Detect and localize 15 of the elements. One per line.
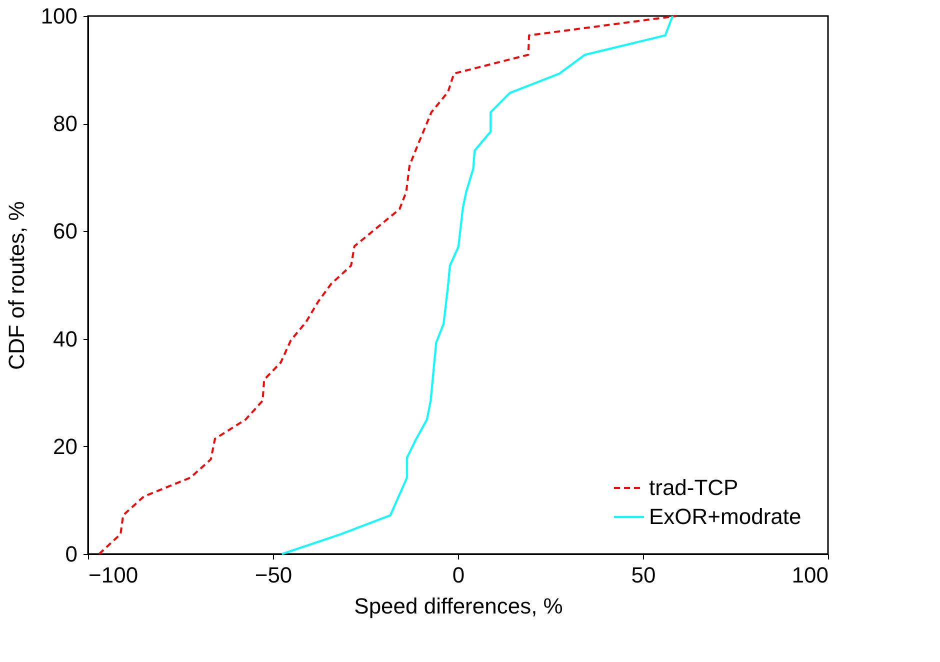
x-tick-label: 50	[631, 562, 656, 588]
x-tick-label: 100	[792, 562, 828, 588]
y-tick-label: 20	[53, 434, 78, 459]
y-tick-label: 100	[40, 4, 78, 28]
y-tick-label: 40	[53, 326, 78, 352]
legend-label: ExOR+modrate	[649, 504, 802, 529]
x-tick-label: −100	[88, 562, 138, 588]
y-axis-title: CDF of routes, %	[4, 201, 29, 370]
y-tick-label: 80	[53, 111, 78, 136]
x-tick-label: 0	[452, 562, 465, 588]
x-axis-title: Speed differences, %	[354, 594, 563, 618]
legend-label: trad-TCP	[649, 475, 738, 500]
x-tick-label: −50	[254, 562, 292, 588]
y-tick-label: 60	[53, 218, 78, 244]
y-tick-label: 0	[65, 542, 78, 566]
